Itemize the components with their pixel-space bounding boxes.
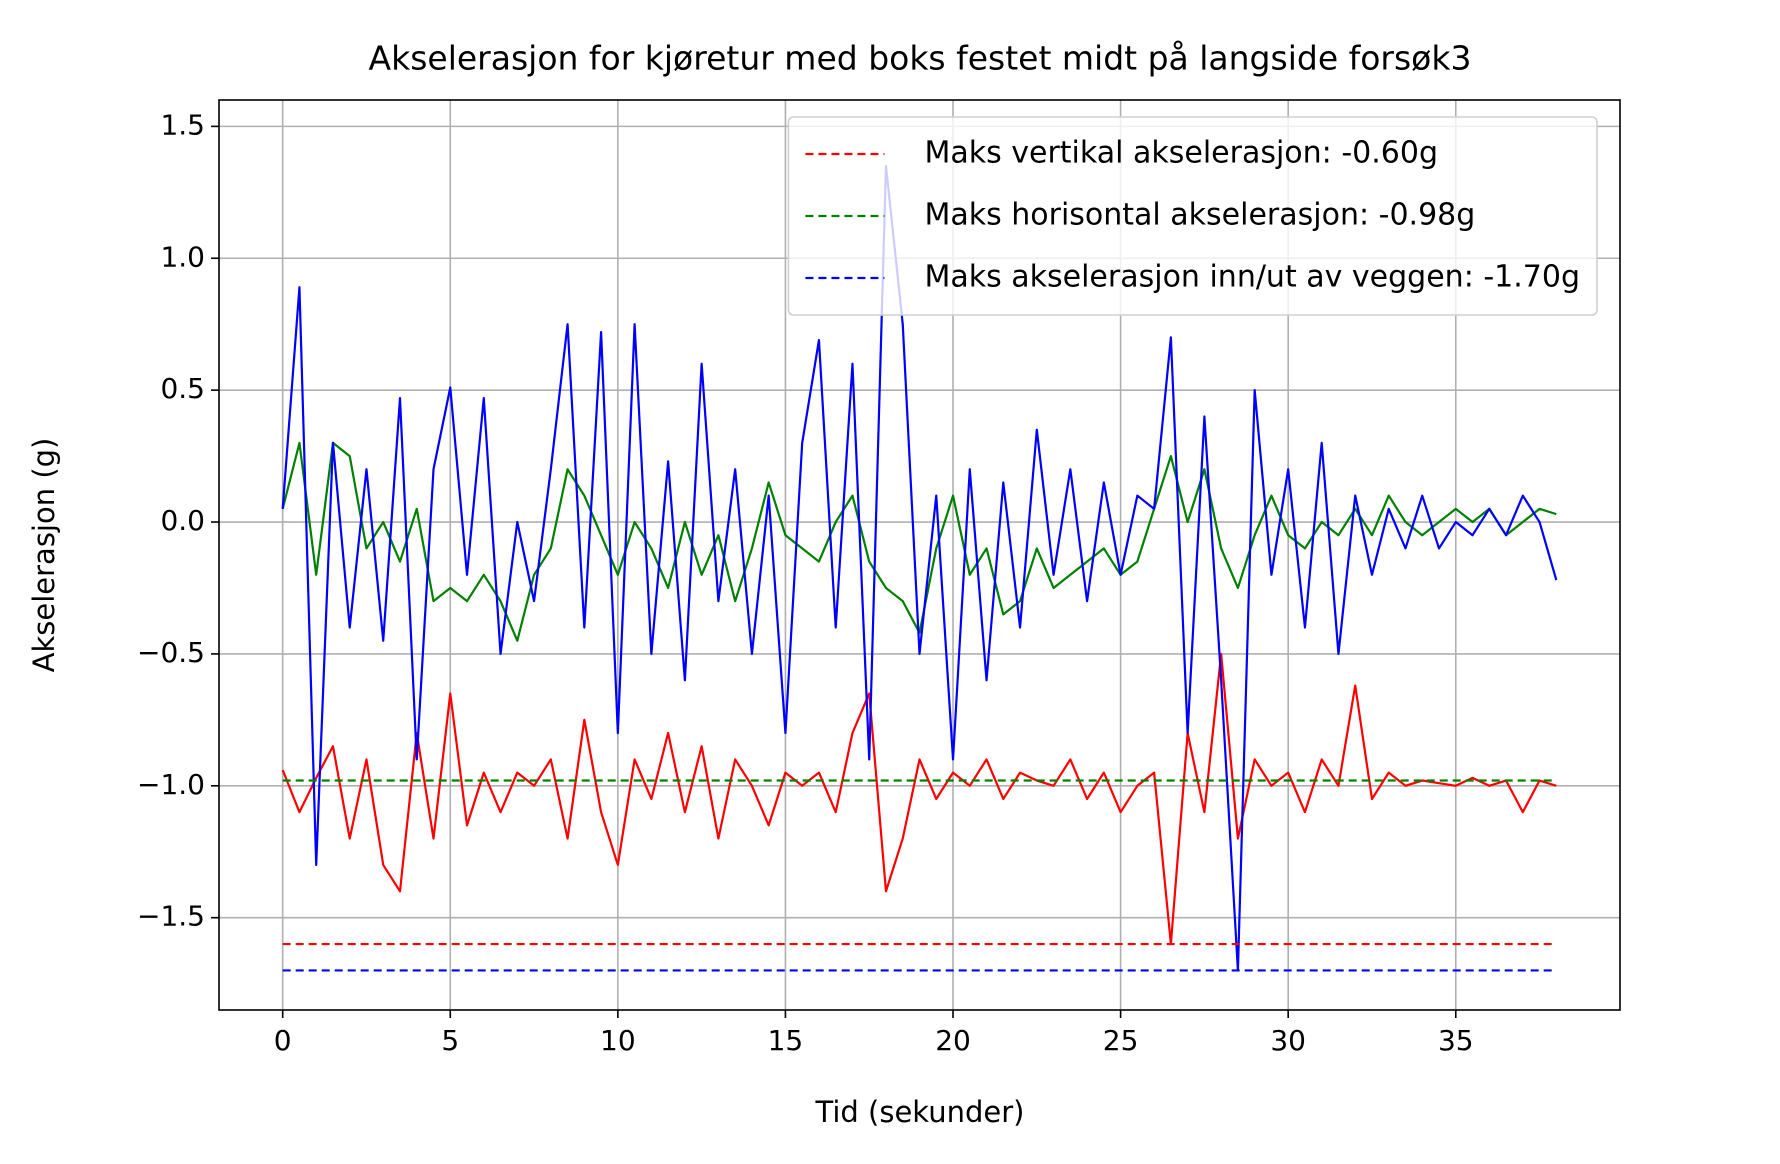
x-tick-label: 20 — [935, 1024, 971, 1057]
legend-label: Maks horisontal akselerasjon: -0.98g — [924, 198, 1475, 233]
legend-label: Maks vertikal akselerasjon: -0.60g — [924, 136, 1438, 171]
data-line — [281, 164, 1558, 972]
y-tick-label: 0.5 — [160, 372, 205, 405]
x-tick-label: 30 — [1270, 1024, 1306, 1057]
y-tick-label: 0.0 — [160, 504, 205, 537]
data-line — [281, 652, 1557, 946]
y-axis-label: Akselerasjon (g) — [27, 438, 61, 673]
y-tick-label: 1.0 — [160, 240, 205, 273]
y-tick-label: −1.0 — [137, 768, 205, 801]
x-tick-label: 10 — [600, 1024, 636, 1057]
chart-title: Akselerasjon for kjøretur med boks feste… — [369, 39, 1472, 78]
x-tick-label: 5 — [441, 1024, 459, 1057]
y-tick-label: −0.5 — [137, 636, 205, 669]
x-tick-label: 35 — [1438, 1024, 1474, 1057]
x-tick-label: 0 — [274, 1024, 292, 1057]
y-tick-label: 1.5 — [160, 108, 205, 141]
x-tick-label: 25 — [1103, 1024, 1139, 1057]
y-tick-label: −1.5 — [137, 900, 205, 933]
legend-box — [787, 116, 1598, 316]
legend-label: Maks akselerasjon inn/ut av veggen: -1.7… — [924, 260, 1580, 295]
x-axis-label: Tid (sekunder) — [815, 1095, 1025, 1129]
legend: Maks vertikal akselerasjon: -0.60g Maks h… — [787, 116, 1598, 316]
x-tick-label: 15 — [768, 1024, 804, 1057]
axes-frame — [218, 99, 1621, 1011]
